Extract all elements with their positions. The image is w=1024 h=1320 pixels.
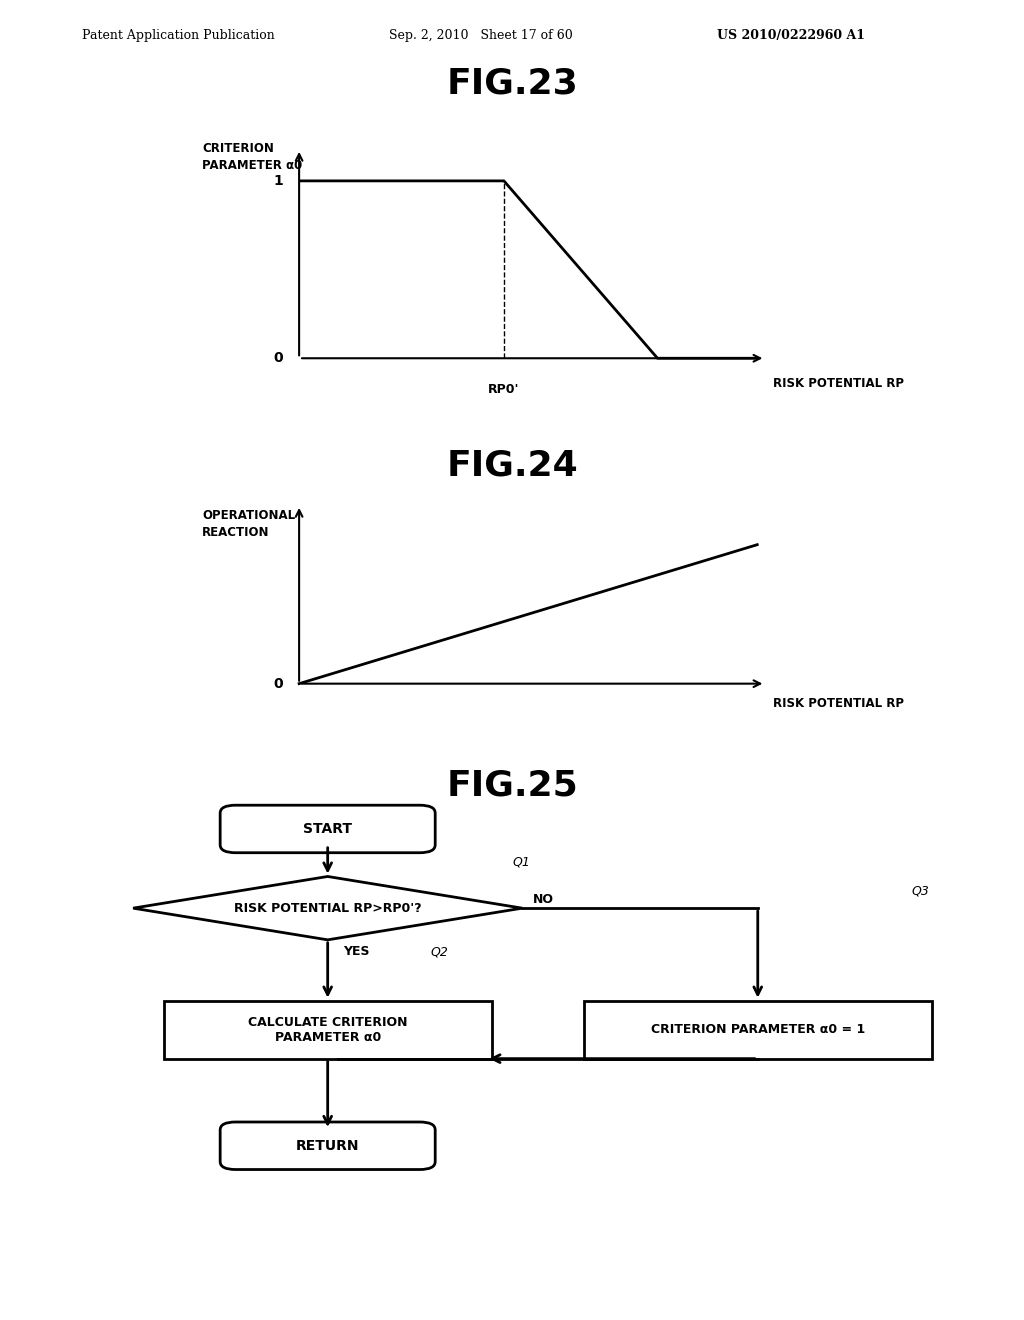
Text: 1: 1 <box>273 174 283 187</box>
Text: US 2010/0222960 A1: US 2010/0222960 A1 <box>717 29 865 42</box>
Text: RISK POTENTIAL RP: RISK POTENTIAL RP <box>773 697 904 710</box>
Text: Q1: Q1 <box>512 855 529 869</box>
Text: RP0': RP0' <box>488 383 519 396</box>
Bar <box>584 1001 932 1059</box>
Bar <box>164 1001 492 1059</box>
Text: CRITERION PARAMETER α0 = 1: CRITERION PARAMETER α0 = 1 <box>650 1023 865 1036</box>
Text: RETURN: RETURN <box>296 1139 359 1152</box>
FancyBboxPatch shape <box>220 805 435 853</box>
Text: CRITERION
PARAMETER α0: CRITERION PARAMETER α0 <box>202 141 302 172</box>
Text: 0: 0 <box>273 351 283 366</box>
Text: NO: NO <box>532 892 554 906</box>
Text: OPERATIONAL
REACTION: OPERATIONAL REACTION <box>202 510 295 539</box>
Text: Sep. 2, 2010   Sheet 17 of 60: Sep. 2, 2010 Sheet 17 of 60 <box>389 29 572 42</box>
Text: Patent Application Publication: Patent Application Publication <box>82 29 274 42</box>
Text: Q3: Q3 <box>911 884 929 898</box>
Text: FIG.23: FIG.23 <box>446 66 578 100</box>
Text: CALCULATE CRITERION
PARAMETER α0: CALCULATE CRITERION PARAMETER α0 <box>248 1015 408 1044</box>
Text: Q2: Q2 <box>430 945 447 958</box>
Text: START: START <box>303 822 352 836</box>
Text: RISK POTENTIAL RP: RISK POTENTIAL RP <box>773 376 904 389</box>
Text: FIG.24: FIG.24 <box>446 449 578 483</box>
Polygon shape <box>133 876 522 940</box>
Text: YES: YES <box>343 945 370 958</box>
Text: RISK POTENTIAL RP>RP0'?: RISK POTENTIAL RP>RP0'? <box>233 902 422 915</box>
FancyBboxPatch shape <box>220 1122 435 1170</box>
Text: 0: 0 <box>273 677 283 690</box>
Text: FIG.25: FIG.25 <box>446 768 578 803</box>
